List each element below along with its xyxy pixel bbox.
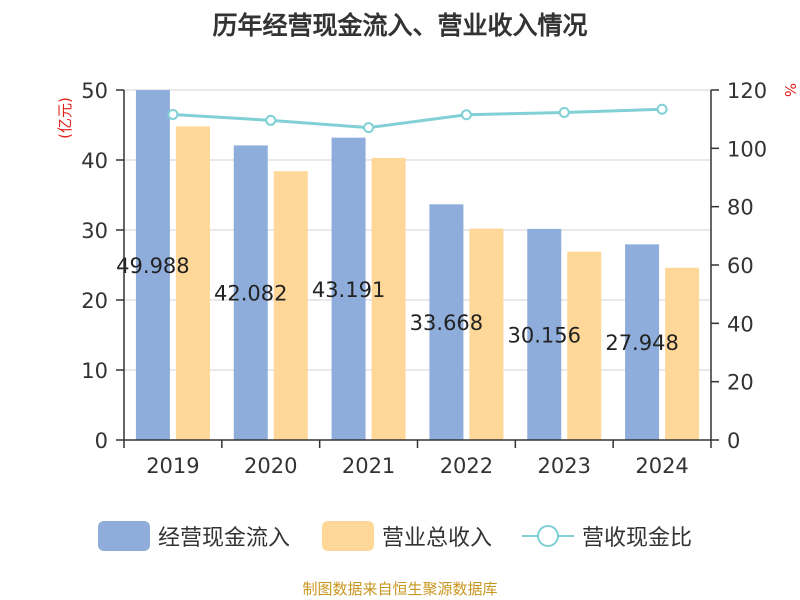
legend-item-cash-inflow[interactable]: 经营现金流入 bbox=[98, 516, 290, 556]
bar-revenue-2023 bbox=[567, 251, 602, 440]
tick-label-left-10: 10 bbox=[81, 359, 108, 383]
tick-label-x-2024: 2024 bbox=[635, 454, 688, 478]
bar-cash-inflow-2020 bbox=[233, 145, 268, 440]
bar-revenue-2024 bbox=[665, 267, 700, 440]
tick-label-left-20: 20 bbox=[81, 289, 108, 313]
tick-label-right-120: 120 bbox=[727, 79, 767, 103]
data-label-2019: 49.988 bbox=[116, 254, 189, 278]
point-ratio-2022 bbox=[460, 109, 472, 121]
footer-source: 制图数据来自恒生聚源数据库 bbox=[302, 580, 498, 598]
point-ratio-2020 bbox=[265, 114, 277, 126]
legend-swatch-cash-inflow bbox=[98, 521, 150, 551]
tick-label-x-2023: 2023 bbox=[538, 454, 591, 478]
bar-cash-inflow-2021 bbox=[331, 137, 366, 440]
data-label-2022: 33.668 bbox=[410, 311, 483, 335]
data-label-2024: 27.948 bbox=[605, 331, 678, 355]
tick-label-right-20: 20 bbox=[727, 371, 754, 395]
tick-label-left-0: 0 bbox=[95, 429, 108, 453]
tick-label-right-100: 100 bbox=[727, 137, 767, 161]
bar-cash-inflow-2023 bbox=[527, 228, 562, 440]
bar-revenue-2022 bbox=[469, 228, 504, 440]
legend-label-ratio: 营收现金比 bbox=[582, 526, 693, 551]
legend-label-cash-inflow: 经营现金流入 bbox=[158, 526, 291, 551]
legend: 经营现金流入 营业总收入 营收现金比 bbox=[0, 516, 800, 556]
bar-revenue-2021 bbox=[371, 157, 406, 440]
point-ratio-2021 bbox=[363, 122, 375, 134]
y-axis-right-label: % bbox=[781, 83, 799, 97]
point-ratio-2019 bbox=[167, 109, 179, 120]
tick-label-x-2020: 2020 bbox=[244, 454, 297, 478]
tick-label-x-2022: 2022 bbox=[440, 454, 493, 478]
point-ratio-2023 bbox=[558, 106, 570, 118]
tick-label-x-2019: 2019 bbox=[146, 454, 199, 478]
data-label-2021: 43.191 bbox=[312, 278, 385, 302]
legend-line-ratio bbox=[522, 521, 574, 551]
y-axis-left-label: (亿元) bbox=[56, 97, 74, 139]
line-ratio bbox=[172, 107, 663, 130]
tick-label-right-40: 40 bbox=[727, 312, 754, 336]
bar-revenue-2020 bbox=[273, 171, 308, 440]
tick-label-left-40: 40 bbox=[81, 149, 108, 173]
data-label-2023: 30.156 bbox=[508, 323, 581, 347]
chart-title: 历年经营现金流入、营业收入情况 bbox=[212, 11, 588, 40]
tick-label-left-50: 50 bbox=[81, 79, 108, 103]
bar-cash-inflow-2024 bbox=[625, 244, 660, 440]
point-ratio-2024 bbox=[656, 103, 668, 115]
legend-item-revenue[interactable]: 营业总收入 bbox=[322, 516, 492, 556]
tick-label-right-0: 0 bbox=[727, 429, 740, 453]
legend-label-revenue: 营业总收入 bbox=[382, 526, 493, 551]
tick-label-right-80: 80 bbox=[727, 196, 754, 220]
legend-item-ratio[interactable]: 营收现金比 bbox=[522, 516, 692, 556]
bar-cash-inflow-2022 bbox=[429, 204, 464, 440]
tick-label-left-30: 30 bbox=[81, 219, 108, 243]
bar-revenue-2019 bbox=[175, 126, 210, 441]
tick-label-x-2021: 2021 bbox=[342, 454, 395, 478]
data-label-2020: 42.082 bbox=[214, 282, 287, 306]
bar-cash-inflow-2019 bbox=[135, 90, 170, 441]
legend-swatch-revenue bbox=[322, 521, 374, 551]
tick-label-right-60: 60 bbox=[727, 254, 754, 278]
